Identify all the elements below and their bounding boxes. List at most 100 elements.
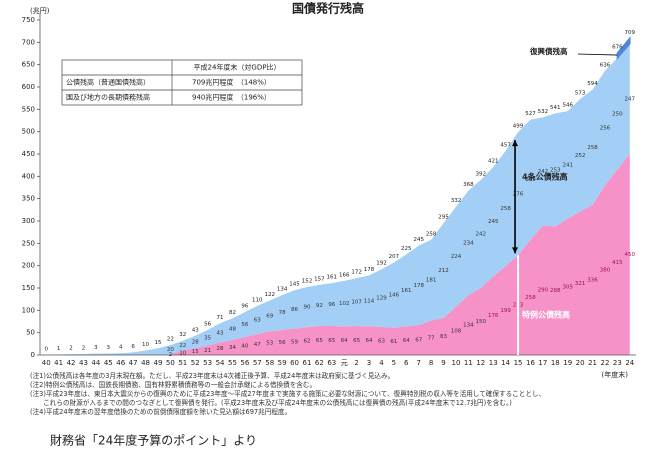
table-cell: 公債残高（普通国債残高） [66, 78, 150, 87]
x-tick-label: 14 [501, 359, 510, 367]
x-tick-label: 43 [79, 359, 88, 367]
segment-label: 64 [366, 338, 373, 344]
table-frame [61, 59, 303, 106]
total-label: 22 [167, 337, 174, 343]
x-tick-label: 18 [551, 359, 560, 367]
segment-label: 28 [217, 346, 224, 352]
segment-label: 250 [612, 111, 623, 117]
table-cell: 国及び地方の長期債務残高 [66, 93, 150, 102]
segment-label: 65 [316, 338, 323, 344]
segment-label: 253 [550, 167, 561, 173]
segment-label: 64 [403, 338, 410, 344]
x-tick-label: 2 [354, 359, 358, 367]
total-label: 15 [154, 340, 161, 346]
y-axis-label: (兆円) [30, 6, 50, 15]
x-tick-label: 5 [392, 359, 396, 367]
segment-label: 63 [378, 338, 385, 344]
source: 財務省「24年度予算のポイント」より [50, 433, 257, 448]
total-label: 96 [241, 304, 248, 310]
segment-label: 178 [413, 283, 424, 289]
total-label: 676 [612, 45, 623, 51]
segment-label: 35 [204, 335, 211, 341]
segment-label: 61 [390, 339, 397, 345]
y-tick-label: 700 [22, 38, 35, 46]
segment-label: 380 [600, 268, 611, 274]
segment-label: 245 [488, 219, 499, 225]
segment-label: 224 [451, 254, 462, 260]
table-cell: 709兆円程度 （148%） [192, 78, 271, 87]
x-tick-label: 49 [153, 359, 162, 367]
segment-label: 269 [525, 177, 536, 183]
y-tick-label: 150 [22, 284, 35, 292]
total-label: 43 [192, 327, 199, 333]
segment-label: 305 [562, 284, 573, 290]
x-tick-label: 62 [315, 359, 324, 367]
x-tick-label: 47 [129, 359, 138, 367]
total-label: 166 [339, 272, 350, 278]
y-tick-label: 300 [22, 217, 35, 225]
segment-label: 415 [612, 260, 623, 266]
x-tick-label: 42 [67, 359, 76, 367]
x-tick-label: 60 [290, 359, 299, 367]
total-label: 157 [314, 276, 325, 282]
y-tick-label: 200 [22, 262, 35, 270]
segment-label: 63 [254, 317, 261, 323]
total-label: 368 [463, 182, 474, 188]
segment-label: 146 [389, 293, 400, 299]
x-tick-label: 16 [526, 359, 535, 367]
segment-label: 129 [376, 296, 387, 302]
total-label: 145 [289, 282, 300, 288]
segment-label: 150 [476, 319, 487, 325]
x-tick-label: 54 [216, 359, 225, 367]
x-tick-label: 11 [464, 359, 473, 367]
segment-label: 20 [167, 347, 174, 353]
total-label: 172 [351, 270, 362, 276]
x-tick-label: 12 [476, 359, 485, 367]
segment-label: 258 [500, 206, 511, 212]
total-label: 207 [389, 254, 400, 260]
pointer [577, 53, 618, 56]
total-label: 56 [204, 321, 211, 327]
total-label: 546 [562, 103, 573, 109]
segment-label: 62 [303, 339, 310, 345]
y-tick-label: 450 [22, 150, 35, 158]
segment-label: 108 [451, 328, 462, 334]
segment-label: 242 [538, 169, 549, 175]
y-tick-label: 350 [22, 195, 35, 203]
x-tick-label: 24 [625, 359, 634, 367]
total-label: 532 [538, 109, 549, 115]
segment-label: 176 [488, 313, 499, 319]
series-label: 復興債残高 [529, 46, 568, 56]
segment-label: 65 [328, 338, 335, 344]
y-tick-label: 400 [22, 172, 35, 180]
total-label: 161 [327, 275, 338, 281]
total-label: 1 [57, 346, 61, 352]
x-tick-label: 17 [538, 359, 547, 367]
note: (注3)平成23年度は、東日本大震災からの復興のために平成23年度～平成27年度… [30, 389, 545, 398]
y-tick-label: 600 [22, 83, 35, 91]
segment-label: 59 [291, 339, 298, 345]
total-label: 0 [44, 347, 48, 353]
total-label: 457 [500, 142, 511, 148]
segment-label: 92 [316, 303, 323, 309]
segment-label: 252 [575, 153, 586, 159]
total-label: 10 [142, 342, 149, 348]
segment-label: 22 [179, 343, 186, 349]
segment-label: 321 [575, 281, 586, 287]
total-label: 258 [426, 231, 437, 237]
segment-label: 290 [538, 288, 549, 294]
total-label: 152 [302, 279, 313, 285]
segment-label: 258 [587, 145, 598, 151]
x-tick-label: 59 [278, 359, 287, 367]
segment-label: 69 [266, 313, 273, 319]
segment-label: 56 [241, 322, 248, 328]
x-tick-label: 8 [429, 359, 433, 367]
total-label: 527 [525, 111, 536, 117]
total-label: 392 [476, 171, 487, 177]
x-tick-label: 13 [489, 359, 498, 367]
total-label: 178 [364, 267, 375, 273]
x-tick-label: 3 [367, 359, 371, 367]
note: (注2)特例公債残高は、国鉄長期債務、国有林野累積債務等の一般会計承継による借換… [30, 380, 316, 389]
